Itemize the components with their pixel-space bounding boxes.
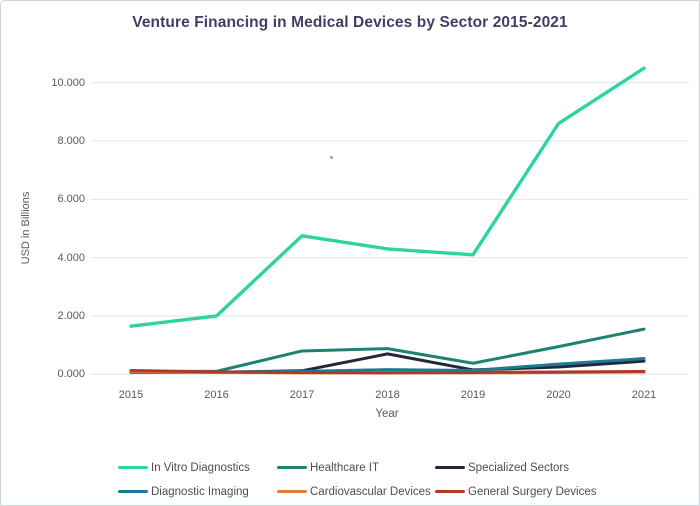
x-tick-label: 2020 (546, 389, 571, 401)
legend-item-healthcare-it: Healthcare IT (277, 461, 379, 474)
legend-label: In Vitro Diagnostics (151, 461, 250, 474)
legend-item-cardiovascular-devices: Cardiovascular Devices (277, 485, 431, 498)
x-tick-label: 2017 (289, 389, 315, 401)
legend-label: Cardiovascular Devices (310, 485, 431, 498)
x-tick-label: 2021 (631, 389, 657, 401)
legend-label: General Surgery Devices (468, 485, 597, 498)
legend-label: Healthcare IT (310, 461, 380, 474)
legend-swatch (277, 465, 307, 470)
x-tick-label: 2016 (204, 389, 229, 401)
y-tick-label: 6.000 (57, 193, 85, 206)
legend-label: Specialized Sectors (468, 461, 569, 474)
legend-swatch (118, 465, 148, 470)
series-line-in-vitro-diagnostics (129, 66, 646, 328)
legend-swatch (435, 489, 465, 494)
legend-item-general-surgery-devices: General Surgery Devices (435, 485, 596, 498)
legend-swatch (277, 489, 307, 494)
legend-label: Diagnostic Imaging (151, 485, 249, 498)
x-tick-label: 2019 (460, 389, 486, 401)
legend-item-specialized-sectors: Specialized Sectors (435, 461, 569, 474)
stray-dot-artifact (330, 156, 333, 159)
x-tick-label: 2018 (375, 389, 400, 401)
y-tick-label: 4.000 (57, 251, 85, 264)
x-axis-title: Year (375, 408, 399, 420)
y-tick-label: 10.000 (51, 76, 85, 89)
series-line-general-surgery-devices (129, 369, 646, 375)
legend-item-diagnostic-imaging: Diagnostic Imaging (118, 485, 249, 498)
legend-swatch (435, 465, 465, 470)
legend-swatch (118, 489, 148, 494)
y-tick-label: 2.000 (57, 309, 85, 322)
x-tick-label: 2015 (118, 389, 144, 401)
legend-item-in-vitro-diagnostics: In Vitro Diagnostics (118, 461, 250, 474)
y-tick-label: 8.000 (57, 135, 85, 148)
chart-title: Venture Financing in Medical Devices by … (132, 14, 568, 31)
y-tick-label: 0.000 (57, 368, 85, 381)
